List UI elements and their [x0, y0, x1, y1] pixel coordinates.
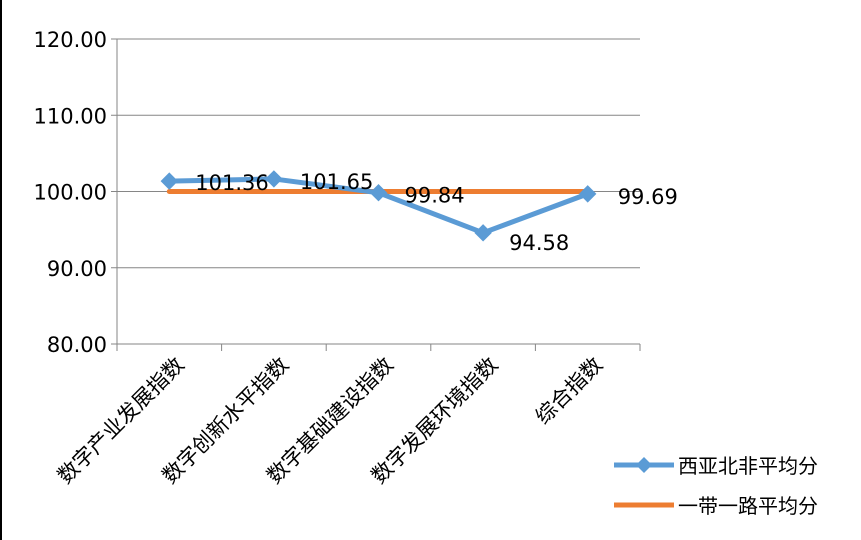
legend-label: 一带一路平均分	[678, 494, 818, 518]
data-labels: 101.36 101.65 99.84 94.58 99.69	[195, 170, 678, 255]
series-point-0	[474, 224, 492, 242]
data-label: 94.58	[509, 231, 569, 255]
series-point-0	[160, 172, 179, 190]
series-layer	[160, 170, 597, 242]
legend-label: 西亚北非平均分	[678, 454, 818, 478]
y-tick-label: 120.00	[34, 28, 107, 52]
y-tick-label: 80.00	[47, 333, 107, 357]
data-label: 101.36	[195, 171, 268, 195]
y-tick-label: 110.00	[34, 104, 107, 128]
y-tick-label: 100.00	[34, 181, 107, 205]
series-point-0	[578, 185, 597, 203]
y-tick-labels: 120.00 110.00 100.00 90.00 80.00	[34, 28, 107, 357]
series-point-0	[265, 170, 283, 188]
y-tick-label: 90.00	[47, 257, 107, 281]
chart-border	[0, 0, 2, 540]
legend-swatch-marker	[636, 457, 652, 473]
series-point-0	[369, 184, 388, 202]
axes	[111, 38, 641, 351]
data-label: 99.84	[405, 184, 465, 208]
x-category-label: 综合指数	[531, 353, 607, 429]
data-label: 99.69	[618, 185, 678, 209]
data-label: 101.65	[300, 170, 373, 194]
